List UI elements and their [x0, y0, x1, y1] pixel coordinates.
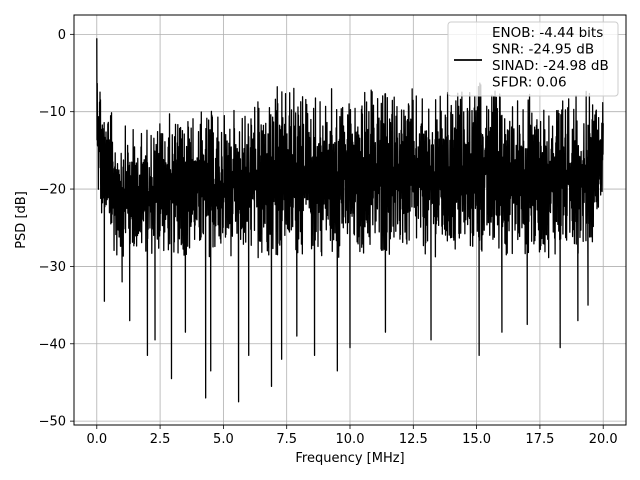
series-line-psd: [96, 38, 604, 403]
legend-label-line: SNR: -24.95 dB: [492, 42, 594, 58]
ticks: 0.0 2.5 5.0 7.5 10.0 12.5 15.0 17.5 20.0 0 −10 −20 −…: [39, 28, 618, 447]
legend-label-line: ENOB: -4.44 bits: [492, 25, 603, 41]
series-layer: [96, 38, 604, 403]
y-axis-label: PSD [dB]: [14, 191, 29, 249]
x-axis-label: Frequency [MHz]: [295, 451, 404, 466]
x-tick-label: 17.5: [525, 432, 554, 447]
y-tick-label: −10: [39, 105, 66, 120]
y-tick-label: −20: [39, 183, 66, 198]
x-tick-label: 20.0: [589, 432, 618, 447]
x-tick-label: 10.0: [336, 432, 365, 447]
x-tick-label: 15.0: [462, 432, 491, 447]
y-tick-label: −50: [39, 415, 66, 430]
y-tick-label: −40: [39, 337, 66, 352]
y-tick-label: 0: [58, 28, 66, 43]
legend-label-line: SINAD: -24.98 dB: [492, 58, 609, 74]
legend-label: ENOB: -4.44 bits SNR: -24.95 dB SINAD: -24…: [492, 25, 609, 91]
x-tick-label: 2.5: [150, 432, 171, 447]
legend-label-line: SFDR: 0.06: [492, 75, 567, 91]
legend-box: [447, 21, 619, 97]
legend: ENOB: -4.44 bits SNR: -24.95 dB SINAD: -24…: [447, 21, 619, 97]
x-tick-label: 0.0: [86, 432, 107, 447]
x-tick-label: 12.5: [399, 432, 428, 447]
x-tick-label: 5.0: [213, 432, 234, 447]
x-tick-label: 7.5: [276, 432, 297, 447]
y-tick-label: −30: [39, 260, 66, 275]
